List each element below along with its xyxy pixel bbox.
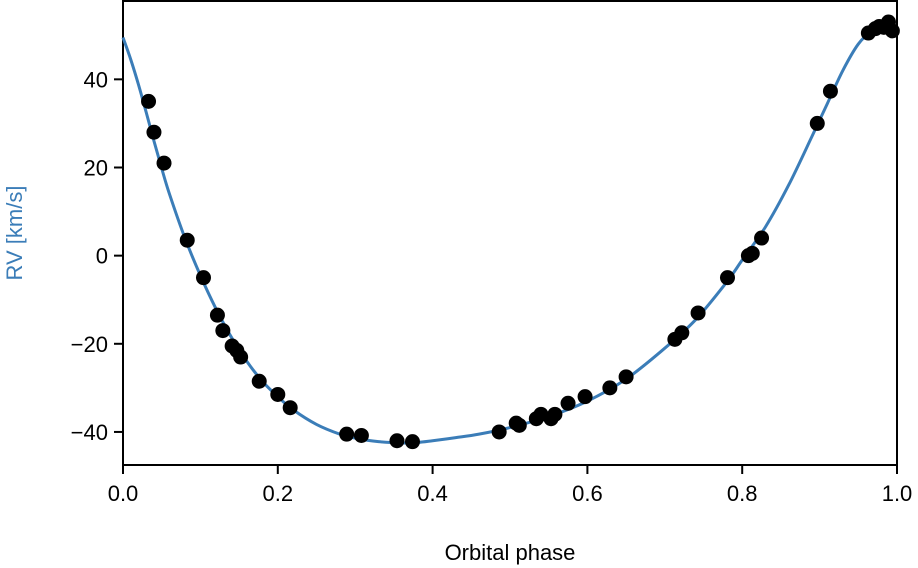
x-axis-ticks: 0.0 0.2 0.4 0.6 0.8 1.0 <box>108 465 913 506</box>
x-tick-label: 1.0 <box>882 481 913 506</box>
rv-data-point <box>491 424 507 440</box>
rv-data-point <box>282 400 298 416</box>
y-axis-ticks: −40 −20 0 20 40 <box>71 67 123 445</box>
rv-data-point <box>233 349 249 365</box>
y-tick-label: −20 <box>71 332 108 357</box>
plot-border <box>122 0 898 466</box>
rv-data-point <box>560 395 576 411</box>
y-tick-label: 0 <box>96 244 108 269</box>
rv-data-point <box>209 307 225 323</box>
rv-data-point <box>884 23 900 39</box>
rv-data-point <box>511 417 527 433</box>
rv-data-point <box>195 270 211 286</box>
rv-data-point <box>146 124 162 140</box>
rv-model-line <box>121 23 899 445</box>
rv-data-point <box>270 386 286 402</box>
data-points-group <box>141 14 900 450</box>
rv-data-point <box>618 369 634 385</box>
rv-data-point <box>339 426 355 442</box>
rv-data-point <box>179 232 195 248</box>
rv-data-point <box>353 427 369 443</box>
x-tick-label: 0.2 <box>263 481 294 506</box>
y-tick-label: 40 <box>84 67 108 92</box>
rv-data-point <box>690 305 706 321</box>
rv-data-point <box>809 115 825 131</box>
rv-data-point <box>547 406 563 422</box>
rv-data-point <box>719 270 735 286</box>
rv-data-point <box>156 155 172 171</box>
rv-data-point <box>602 380 618 396</box>
rv-data-point <box>141 93 157 109</box>
y-tick-label: 20 <box>84 155 108 180</box>
rv-data-point <box>251 373 267 389</box>
y-axis-label: RV [km/s] <box>2 186 27 281</box>
plot-frame <box>122 0 898 466</box>
rv-data-point <box>215 323 231 339</box>
rv-data-point <box>674 325 690 341</box>
rv-data-point <box>389 433 405 449</box>
x-axis-label: Orbital phase <box>445 540 576 565</box>
x-tick-label: 0.6 <box>572 481 603 506</box>
rv-data-point <box>744 245 760 261</box>
rv-data-point <box>822 83 838 99</box>
x-tick-label: 0.8 <box>727 481 758 506</box>
y-tick-label: −40 <box>71 420 108 445</box>
model-curve-group <box>121 23 899 445</box>
x-tick-label: 0.4 <box>417 481 448 506</box>
x-tick-label: 0.0 <box>108 481 139 506</box>
rv-data-point <box>754 230 770 246</box>
rv-data-point <box>577 389 593 405</box>
rv-data-point <box>404 434 420 450</box>
